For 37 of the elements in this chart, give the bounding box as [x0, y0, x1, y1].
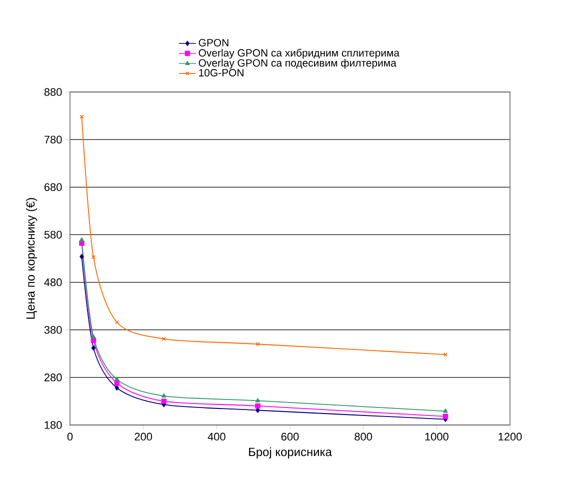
y-tick-label: 880	[44, 88, 62, 96]
x-tick-label: 1200	[498, 432, 522, 441]
legend-label: 10G-PON	[199, 69, 244, 76]
point	[255, 403, 260, 409]
point	[443, 408, 448, 413]
point	[114, 376, 120, 381]
y-tick-label: 780	[44, 136, 62, 144]
point	[91, 334, 96, 339]
point	[91, 345, 96, 351]
point	[442, 414, 448, 420]
point	[79, 240, 84, 246]
y-tick-label: 480	[44, 278, 62, 286]
y-axis-title: Цена по кориснику (€)	[26, 198, 38, 319]
point	[79, 237, 84, 242]
y-tick-label: 680	[44, 183, 62, 192]
y-tick-label: 580	[44, 230, 62, 239]
x-axis-title: Број корисника	[249, 447, 332, 459]
point	[255, 398, 260, 402]
x-tick-label: 600	[281, 432, 299, 441]
legend-label: Overlay GPON са подесивим филтерима	[198, 58, 396, 69]
point	[80, 254, 84, 260]
x-tick-label: 0	[67, 432, 73, 441]
point	[114, 380, 120, 386]
point	[91, 255, 96, 260]
point	[162, 336, 166, 341]
x-tick-label: 1000	[425, 432, 448, 441]
point	[161, 398, 167, 404]
legend-label: GPON	[198, 39, 228, 46]
legend-label: Overlay GPON са хибридним сплитерима	[198, 48, 400, 59]
y-tick-label: 180	[44, 421, 62, 429]
y-tick-label: 380	[44, 326, 62, 334]
x-tick-label: 800	[354, 432, 372, 441]
y-tick-label: 280	[44, 374, 62, 382]
x-tick-label: 200	[134, 432, 152, 441]
point	[114, 385, 120, 391]
point	[162, 393, 166, 398]
x-tick-label: 400	[208, 432, 226, 441]
